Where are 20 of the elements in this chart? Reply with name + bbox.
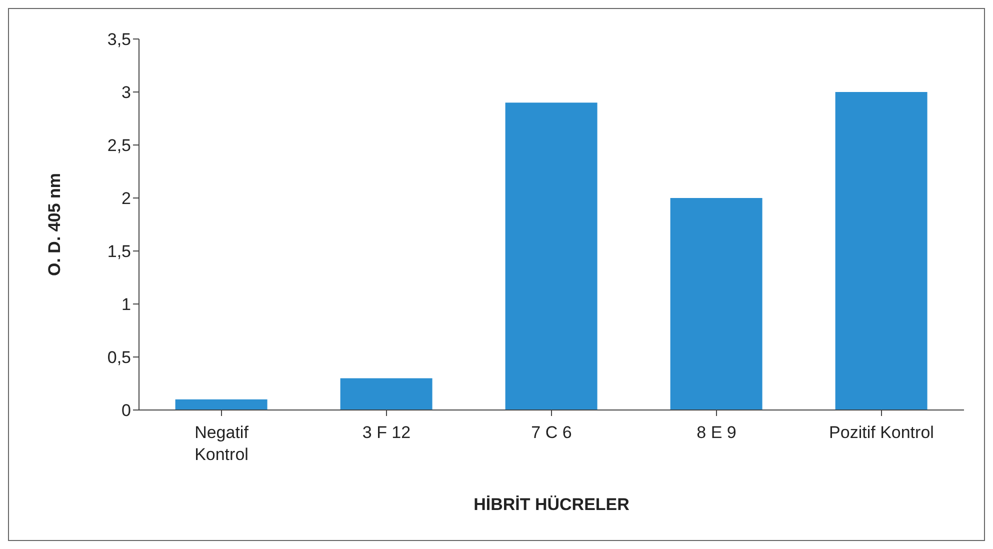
x-axis-title: HİBRİT HÜCRELER [474,495,630,514]
y-tick-label: 0,5 [107,348,131,368]
x-tick-label: 8 E 9 [696,423,736,442]
y-tick-label: 1 [122,295,131,314]
x-tick-label: Negatif Kontrol [194,423,249,464]
x-tick-label: 7 C 6 [531,423,572,442]
bar [175,399,268,410]
bar [835,92,928,410]
bar [340,378,432,410]
y-tick-label: 2 [122,189,131,208]
bar [670,198,762,410]
bar [505,102,598,410]
y-axis-title: O. D. 405 nm [45,173,64,276]
y-tick-label: 3 [122,83,131,102]
y-tick-label: 0 [122,401,131,420]
y-tick-label: 2,5 [107,136,131,156]
x-tick-label: 3 F 12 [362,423,411,442]
y-tick-label: 1,5 [107,242,131,262]
y-tick-label: 3,5 [107,30,131,50]
x-tick-label: Pozitif Kontrol [829,423,934,442]
